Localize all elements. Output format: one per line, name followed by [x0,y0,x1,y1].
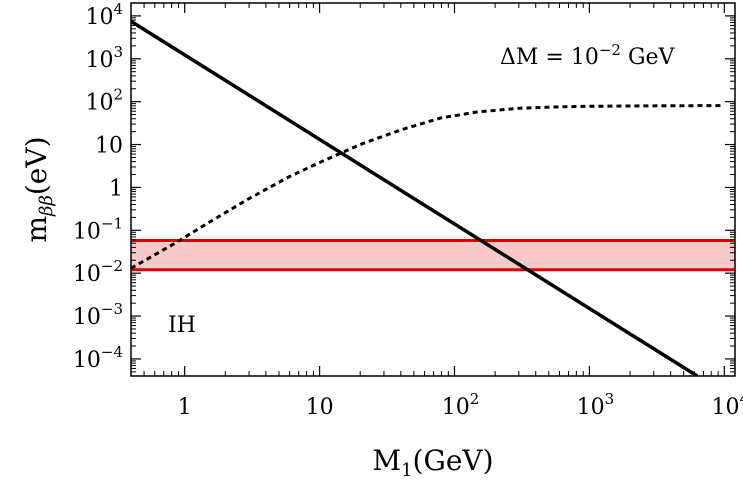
ih-band-layer [131,238,735,272]
x-tick-label: 10 [306,395,334,420]
plot-frame [130,2,736,377]
x-axis-label-unit: (GeV) [413,444,494,477]
x-tick-label: 104 [712,390,743,420]
series-layer [131,19,725,376]
y-tick-label: 10−4 [73,343,123,373]
solid-line [131,19,699,376]
y-axis-label-subscript: ββ [36,195,57,217]
delta-m-annotation-exponent: −2 [599,41,621,59]
y-tick-label: 10 [95,134,123,159]
y-tick-label: 10−3 [73,300,123,330]
x-tick-label: 102 [442,390,480,420]
x-tick-label: 103 [577,390,615,420]
y-tick-label: 102 [85,86,123,116]
y-tick-label: 104 [85,0,123,30]
x-axis-label-subscript: 1 [401,460,412,480]
tick-layer: 11010210310410410310210110−110−210−310−4 [73,0,743,420]
y-axis-label-unit: (eV) [20,136,53,195]
x-tick-label: 1 [178,395,192,420]
delta-m-annotation: ΔM = 10−2 GeV [500,41,676,70]
y-axis-label-main: m [20,216,53,243]
y-tick-label: 1 [109,176,123,201]
y-tick-label: 10−2 [73,257,123,287]
x-axis-label-main: M [372,444,401,477]
delta-m-annotation-prefix: ΔM = 10 [500,45,599,70]
y-axis-label: mββ(eV) [20,136,57,242]
band-label-ih: IH [168,313,196,338]
y-tick-label: 10−1 [73,214,123,244]
x-axis-label: M1(GeV) [372,444,493,480]
delta-m-annotation-suffix: GeV [621,45,676,70]
y-tick-label: 103 [85,43,123,73]
ih-band-fill [131,240,735,270]
